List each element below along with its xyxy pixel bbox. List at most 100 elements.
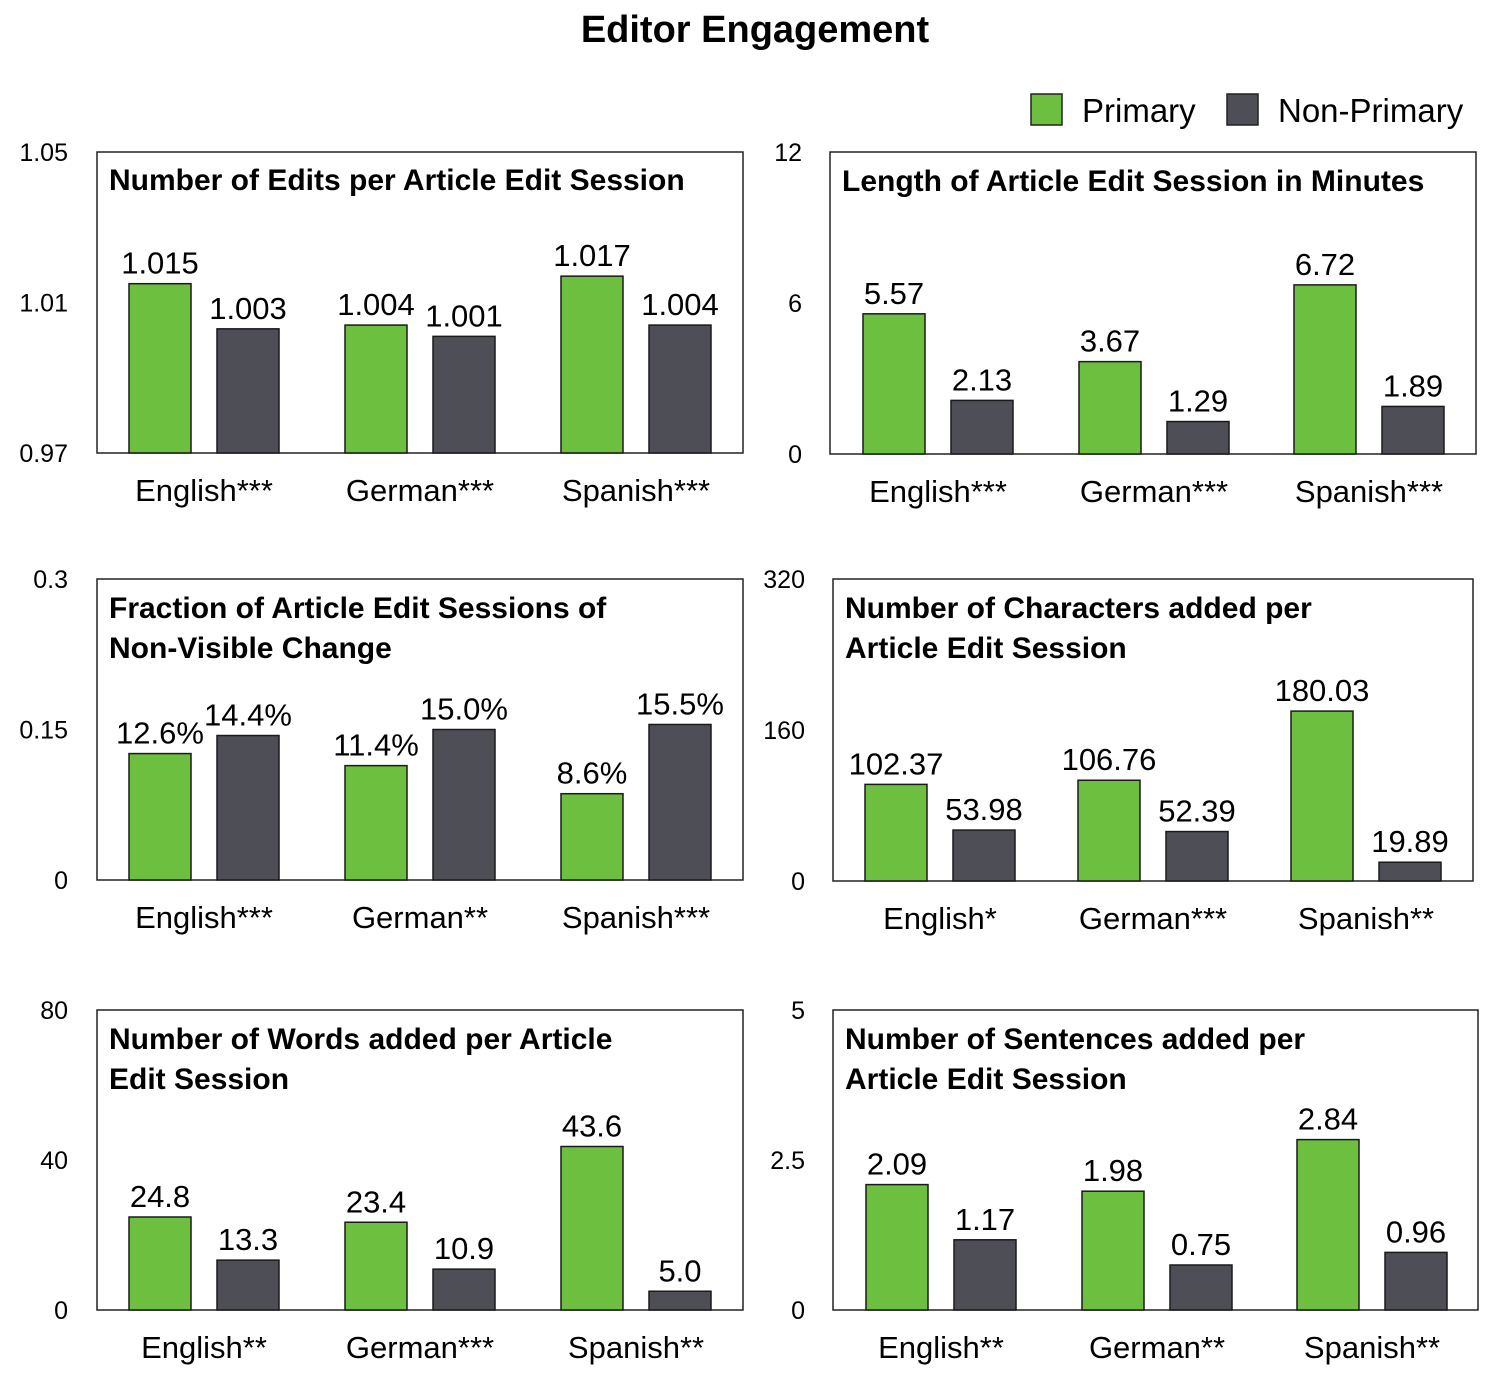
bar-non-primary: [1169, 1264, 1233, 1311]
bar-primary: [862, 313, 926, 455]
panel-title: Article Edit Session: [845, 1063, 1127, 1096]
category-label: German***: [1080, 474, 1228, 509]
data-label: 106.76: [1062, 742, 1157, 777]
y-tick-label: 0.97: [19, 440, 68, 468]
category-label: German**: [1089, 1330, 1225, 1365]
category-label: German***: [1079, 901, 1227, 936]
data-label: 2.84: [1298, 1102, 1358, 1137]
data-label: 0.75: [1171, 1227, 1231, 1262]
panel-title: Non-Visible Change: [109, 632, 392, 665]
bar-primary: [128, 752, 192, 881]
data-label: 53.98: [945, 792, 1023, 827]
y-tick-label: 0: [788, 441, 802, 469]
bar-primary: [560, 275, 624, 454]
plot-frame: [96, 578, 744, 881]
category-label: Spanish**: [1304, 1330, 1440, 1365]
chart-panel-2: Length of Article Edit Session in Minute…: [774, 139, 1477, 509]
legend-swatch-primary: [1030, 93, 1063, 126]
bar-non-primary: [216, 1259, 280, 1311]
bar-primary: [560, 1145, 624, 1311]
category-label: English***: [135, 473, 273, 508]
data-label: 3.67: [1080, 324, 1140, 359]
category-label: English*: [883, 901, 997, 936]
y-tick-label: 0: [791, 868, 805, 896]
category-label: English**: [878, 1330, 1004, 1365]
category-label: Spanish***: [1295, 474, 1443, 509]
data-label: 1.001: [425, 298, 503, 333]
data-label: 5.0: [658, 1253, 701, 1288]
bar-primary: [560, 792, 624, 881]
panel-title: Edit Session: [109, 1063, 289, 1096]
panel-title: Number of Sentences added per: [845, 1023, 1305, 1056]
category-label: Spanish**: [568, 1330, 704, 1365]
bar-primary: [1290, 710, 1354, 882]
category-label: German***: [346, 1330, 494, 1365]
bar-primary: [865, 1183, 929, 1311]
bar-primary: [344, 764, 408, 881]
bar-primary: [344, 324, 408, 454]
bar-non-primary: [648, 324, 712, 454]
data-label: 6.72: [1295, 247, 1355, 282]
data-label: 1.004: [337, 287, 415, 322]
data-label: 180.03: [1275, 673, 1370, 708]
y-tick-label: 6: [788, 290, 802, 318]
bar-non-primary: [1381, 405, 1445, 455]
bar-primary: [864, 783, 928, 882]
y-tick-label: 2.5: [770, 1147, 805, 1175]
category-label: English***: [869, 474, 1007, 509]
legend-swatch-non-primary: [1226, 93, 1259, 126]
y-tick-label: 160: [763, 717, 805, 745]
chart-panels: Number of Edits per Article Edit Session…: [19, 139, 1479, 1365]
data-label: 52.39: [1158, 794, 1236, 829]
category-label: Spanish**: [1298, 901, 1434, 936]
data-label: 24.8: [130, 1179, 190, 1214]
category-label: Spanish***: [562, 900, 710, 935]
data-label: 1.004: [641, 287, 719, 322]
y-tick-label: 0: [54, 1297, 68, 1325]
bar-non-primary: [216, 328, 280, 454]
data-label: 5.57: [864, 276, 924, 311]
panel-title: Number of Edits per Article Edit Session: [109, 164, 685, 197]
bar-primary: [128, 1216, 192, 1311]
bar-primary: [128, 282, 192, 454]
bar-non-primary: [432, 1268, 496, 1311]
bar-non-primary: [1166, 420, 1230, 455]
data-label: 15.5%: [636, 686, 724, 721]
data-label: 13.3: [218, 1222, 278, 1257]
panel-title: Fraction of Article Edit Sessions of: [109, 592, 607, 625]
data-label: 2.13: [952, 362, 1012, 397]
category-label: German**: [352, 900, 488, 935]
legend: Primary Non-Primary: [1030, 92, 1464, 129]
chart-panel-4: Number of Characters added per Article Ed…: [763, 566, 1474, 936]
category-label: Spanish***: [562, 473, 710, 508]
y-tick-label: 0: [791, 1297, 805, 1325]
bar-primary: [1293, 284, 1357, 455]
category-label: English***: [135, 900, 273, 935]
bar-non-primary: [432, 335, 496, 454]
plot-frame: [832, 1009, 1479, 1311]
panel-title: Number of Words added per Article: [109, 1023, 612, 1056]
bar-non-primary: [648, 1290, 712, 1311]
data-label: 1.89: [1383, 368, 1443, 403]
data-label: 102.37: [849, 746, 944, 781]
data-label: 1.017: [553, 238, 631, 273]
bar-non-primary: [1384, 1251, 1448, 1311]
panel-title: Length of Article Edit Session in Minute…: [842, 165, 1424, 198]
category-label: German***: [346, 473, 494, 508]
y-tick-label: 80: [40, 997, 68, 1025]
data-label: 2.09: [867, 1147, 927, 1182]
chart-panel-5: Number of Words added per Article Edit Se…: [40, 997, 744, 1365]
data-label: 1.17: [955, 1202, 1015, 1237]
y-tick-label: 12: [774, 139, 802, 167]
figure-title: Editor Engagement: [581, 9, 930, 51]
bar-primary: [1077, 779, 1141, 882]
plot-frame: [96, 1009, 744, 1311]
bar-primary: [344, 1221, 408, 1311]
data-label: 14.4%: [204, 698, 292, 733]
data-label: 11.4%: [333, 728, 419, 763]
plot-frame: [832, 578, 1474, 882]
chart-panel-1: Number of Edits per Article Edit Session…: [19, 139, 744, 508]
data-label: 23.4: [346, 1184, 406, 1219]
legend-label-non-primary: Non-Primary: [1278, 92, 1464, 129]
bar-non-primary: [648, 723, 712, 881]
